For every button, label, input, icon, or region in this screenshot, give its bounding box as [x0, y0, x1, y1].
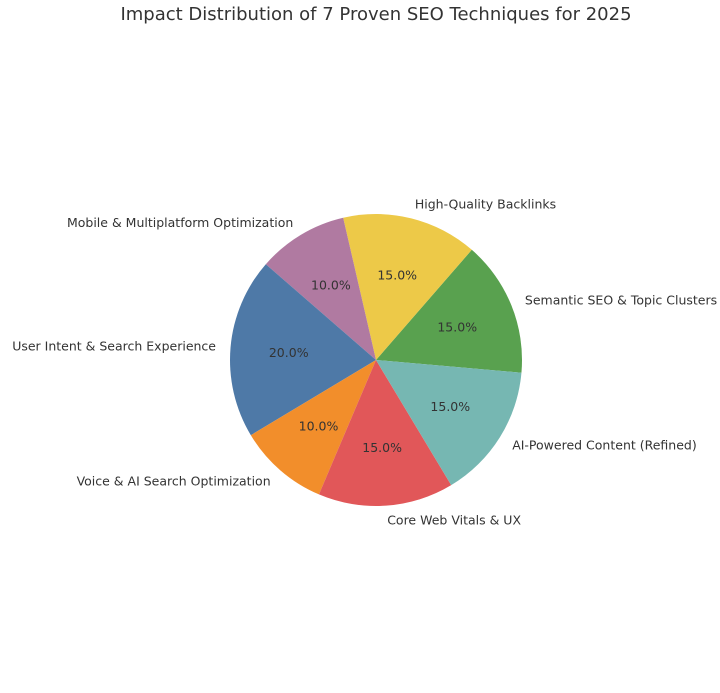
slice-percentage-label: 20.0% — [269, 345, 309, 360]
pie-slice — [343, 214, 472, 360]
slice-percentage-label: 10.0% — [311, 277, 351, 292]
pie-slice — [265, 217, 376, 360]
slice-percentage-label: 10.0% — [299, 419, 339, 434]
slice-category-label: User Intent & Search Experience — [12, 339, 216, 354]
pie-slice — [230, 264, 376, 436]
slice-percentage-label: 15.0% — [362, 440, 402, 455]
pie-slice — [376, 360, 522, 486]
slice-category-label: Semantic SEO & Topic Clusters — [525, 292, 717, 307]
slice-category-label: High-Quality Backlinks — [415, 197, 556, 212]
chart-title: Impact Distribution of 7 Proven SEO Tech… — [120, 4, 632, 25]
slice-category-label: Mobile & Multiplatform Optimization — [67, 215, 293, 230]
slice-category-label: AI-Powered Content (Refined) — [512, 438, 697, 453]
slice-percentage-label: 15.0% — [437, 320, 477, 335]
pie-slice — [250, 360, 376, 495]
pie-slice — [318, 360, 452, 506]
slice-category-label: Voice & AI Search Optimization — [77, 474, 271, 489]
pie-slice — [376, 249, 522, 373]
slice-category-label: Core Web Vitals & UX — [387, 513, 521, 528]
slice-percentage-label: 15.0% — [430, 399, 470, 414]
slice-percentage-label: 15.0% — [377, 268, 417, 283]
